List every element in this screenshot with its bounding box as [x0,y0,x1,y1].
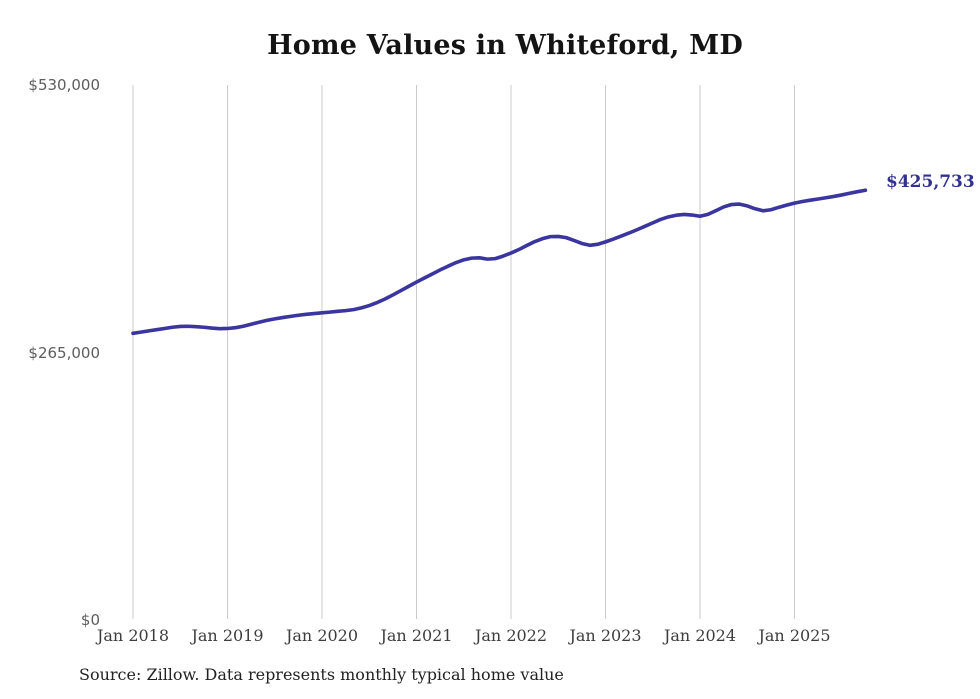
x-tick-label-2021: Jan 2021 [380,626,453,645]
x-tick-label-2020: Jan 2020 [285,626,359,645]
x-tick-label-2024: Jan 2024 [663,626,737,645]
final-value-label: $425,733 [886,172,975,192]
x-tick-label-2025: Jan 2025 [758,626,831,645]
x-tick-label-2019: Jan 2019 [191,626,264,645]
y-tick-label-265000: $265,000 [28,343,100,362]
x-tick-label-2022: Jan 2022 [474,626,548,645]
y-tick-label-530000: $530,000 [28,76,100,94]
home-value-line [131,188,868,336]
chart-title: Home Values in Whiteford, MD [267,30,743,61]
x-tick-label-2023: Jan 2023 [569,626,642,645]
y-tick-label-0: $0 [80,611,100,629]
source-note: Source: Zillow. Data represents monthly … [79,665,564,684]
x-tick-label-2018: Jan 2018 [96,626,170,645]
